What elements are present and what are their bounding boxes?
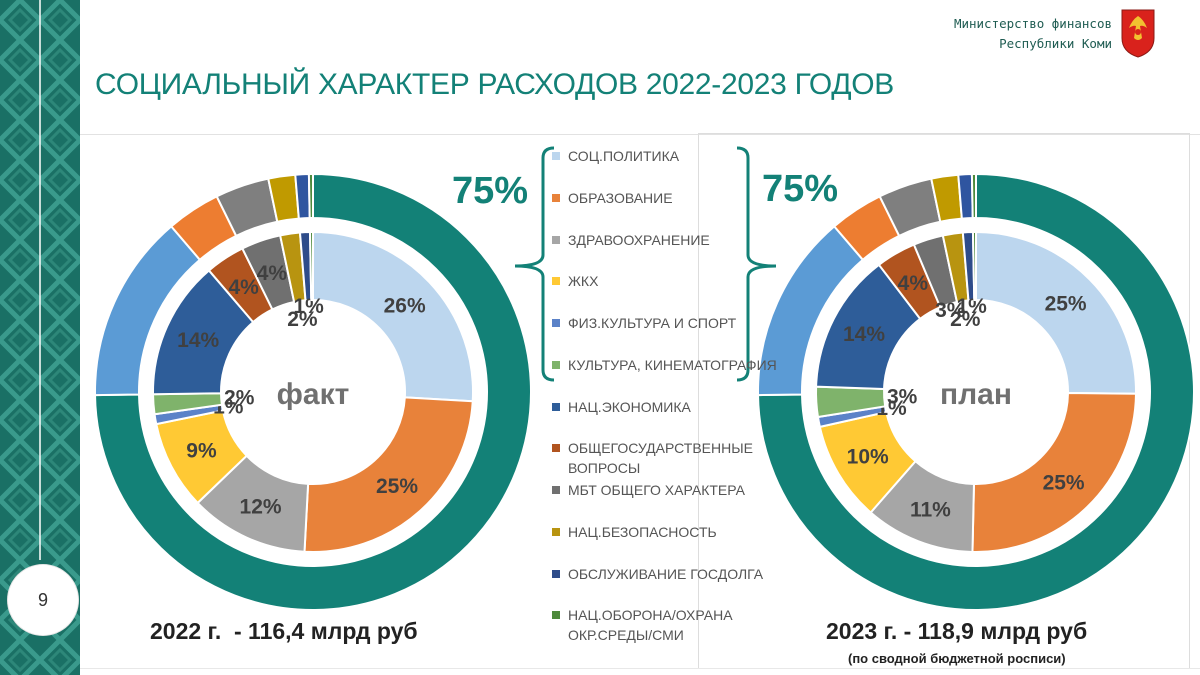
right-total-note: (по сводной бюджетной росписи) (848, 651, 1066, 666)
fact-slice-label-1: 25% (376, 475, 418, 498)
legend-label: КУЛЬТУРА, КИНЕМАТОГРАФИЯ (568, 357, 777, 373)
ministry-name: Министерство финансов Республики Коми (954, 14, 1112, 54)
fact-slice-label-7: 4% (228, 276, 259, 299)
legend-item: НАЦ.ОБОРОНА/ОХРАНА ОКР.СРЕДЫ/СМИ (552, 605, 782, 645)
fact-inner-slice-0 (312, 230, 474, 403)
legend-label: ЖКХ (568, 273, 599, 289)
legend-swatch (552, 361, 560, 369)
ministry-line-2: Республики Коми (999, 36, 1112, 51)
plan-slice-label-10: 1% (956, 295, 987, 318)
plan-inner-slice-1 (971, 392, 1138, 553)
right-total: 2023 г. - 118,9 млрд руб (826, 618, 1088, 644)
title-divider (80, 134, 1200, 135)
legend-label: ОБСЛУЖИВАНИЕ ГОСДОЛГА (568, 566, 764, 582)
left-brace (514, 146, 555, 382)
legend-label: ОБЩЕГОСУДАРСТВЕННЫЕ ВОПРОСЫ (568, 440, 753, 476)
legend-item: СОЦ.ПОЛИТИКА (552, 146, 782, 166)
legend-swatch (552, 570, 560, 578)
legend-label: СОЦ.ПОЛИТИКА (568, 148, 680, 164)
legend-label: НАЦ.ЭКОНОМИКА (568, 399, 691, 415)
legend-label: ЗДРАВООХРАНЕНИЕ (568, 232, 710, 248)
legend-item: НАЦ.ЭКОНОМИКА (552, 397, 782, 417)
coat-of-arms-icon (1121, 9, 1155, 58)
fact-slice-label-9: 2% (287, 308, 318, 331)
page-number: 9 (8, 565, 78, 635)
legend-item: НАЦ.БЕЗОПАСНОСТЬ (552, 522, 782, 542)
fact-inner-slice-1 (303, 396, 474, 553)
fact-slice-label-10: 1% (294, 295, 325, 318)
legend-swatch (552, 403, 560, 411)
fact-outer-slice-6 (307, 172, 314, 220)
plan-slice-label-8: 3% (935, 299, 966, 322)
plan-slice-label-0: 25% (1045, 292, 1087, 315)
legend-swatch (552, 277, 560, 285)
legend-item: КУЛЬТУРА, КИНЕМАТОГРАФИЯ (552, 355, 782, 375)
legend-label: НАЦ.ОБОРОНА/ОХРАНА ОКР.СРЕДЫ/СМИ (568, 607, 733, 643)
bottom-divider (80, 668, 1200, 669)
plan-slice-label-5: 3% (887, 386, 918, 409)
legend-label: ФИЗ.КУЛЬТУРА И СПОРТ (568, 315, 737, 331)
plan-slice-label-1: 25% (1043, 472, 1085, 495)
right-social-share: 75% (762, 168, 839, 210)
plan-outer-slice-6 (970, 172, 977, 220)
fact-slice-label-8: 4% (257, 262, 288, 285)
legend-swatch (552, 152, 560, 160)
legend-swatch (552, 319, 560, 327)
plan-outer-slice-5 (957, 173, 974, 220)
fact-slice-label-3: 9% (186, 440, 217, 463)
legend-swatch (552, 194, 560, 202)
legend-label: МБТ ОБЩЕГО ХАРАКТЕРА (568, 482, 745, 498)
legend-item: МБТ ОБЩЕГО ХАРАКТЕРА (552, 480, 782, 500)
legend-item: ЖКХ (552, 271, 782, 291)
plan-slice-label-2: 11% (910, 498, 951, 521)
left-total: 2022 г. - 116,4 млрд руб (150, 618, 418, 644)
legend-swatch (552, 611, 560, 619)
plan-inner-slice-11 (971, 230, 977, 302)
fact-outer-slice-5 (294, 173, 311, 220)
page-title: СОЦИАЛЬНЫЙ ХАРАКТЕР РАСХОДОВ 2022-2023 Г… (95, 68, 894, 101)
fact-outer-slice-0 (94, 172, 532, 611)
legend-swatch (552, 236, 560, 244)
legend-item: ОБСЛУЖИВАНИЕ ГОСДОЛГА (552, 564, 782, 584)
legend-swatch (552, 444, 560, 452)
ministry-line-1: Министерство финансов (953, 16, 1112, 31)
fact-slice-label-2: 12% (240, 496, 282, 519)
legend-swatch (552, 528, 560, 536)
fact-slice-label-5: 2% (224, 387, 255, 410)
legend-item: ЗДРАВООХРАНЕНИЕ (552, 230, 782, 250)
plan-inner-slice-0 (975, 230, 1137, 395)
legend-item: ФИЗ.КУЛЬТУРА И СПОРТ (552, 313, 782, 333)
side-ornament (0, 0, 80, 675)
fact-slice-label-6: 14% (177, 329, 219, 352)
plan-slice-label-6: 14% (843, 323, 885, 346)
fact-center-label: факт (277, 378, 350, 411)
legend-label: НАЦ.БЕЗОПАСНОСТЬ (568, 524, 717, 540)
plan-center-label: план (940, 378, 1012, 411)
fact-slice-label-0: 26% (384, 295, 426, 318)
legend-swatch (552, 486, 560, 494)
legend-label: ОБРАЗОВАНИЕ (568, 190, 673, 206)
plan-outer-slice-0 (757, 172, 1195, 611)
left-social-share: 75% (452, 170, 529, 212)
fact-inner-slice-11 (308, 230, 314, 302)
plan-slice-label-9: 2% (950, 308, 981, 331)
plan-slice-label-3: 10% (847, 445, 889, 468)
plan-slice-label-7: 4% (898, 272, 929, 295)
right-brace (736, 146, 777, 382)
legend-item: ОБЩЕГОСУДАРСТВЕННЫЕ ВОПРОСЫ (552, 438, 782, 478)
legend-item: ОБРАЗОВАНИЕ (552, 188, 782, 208)
